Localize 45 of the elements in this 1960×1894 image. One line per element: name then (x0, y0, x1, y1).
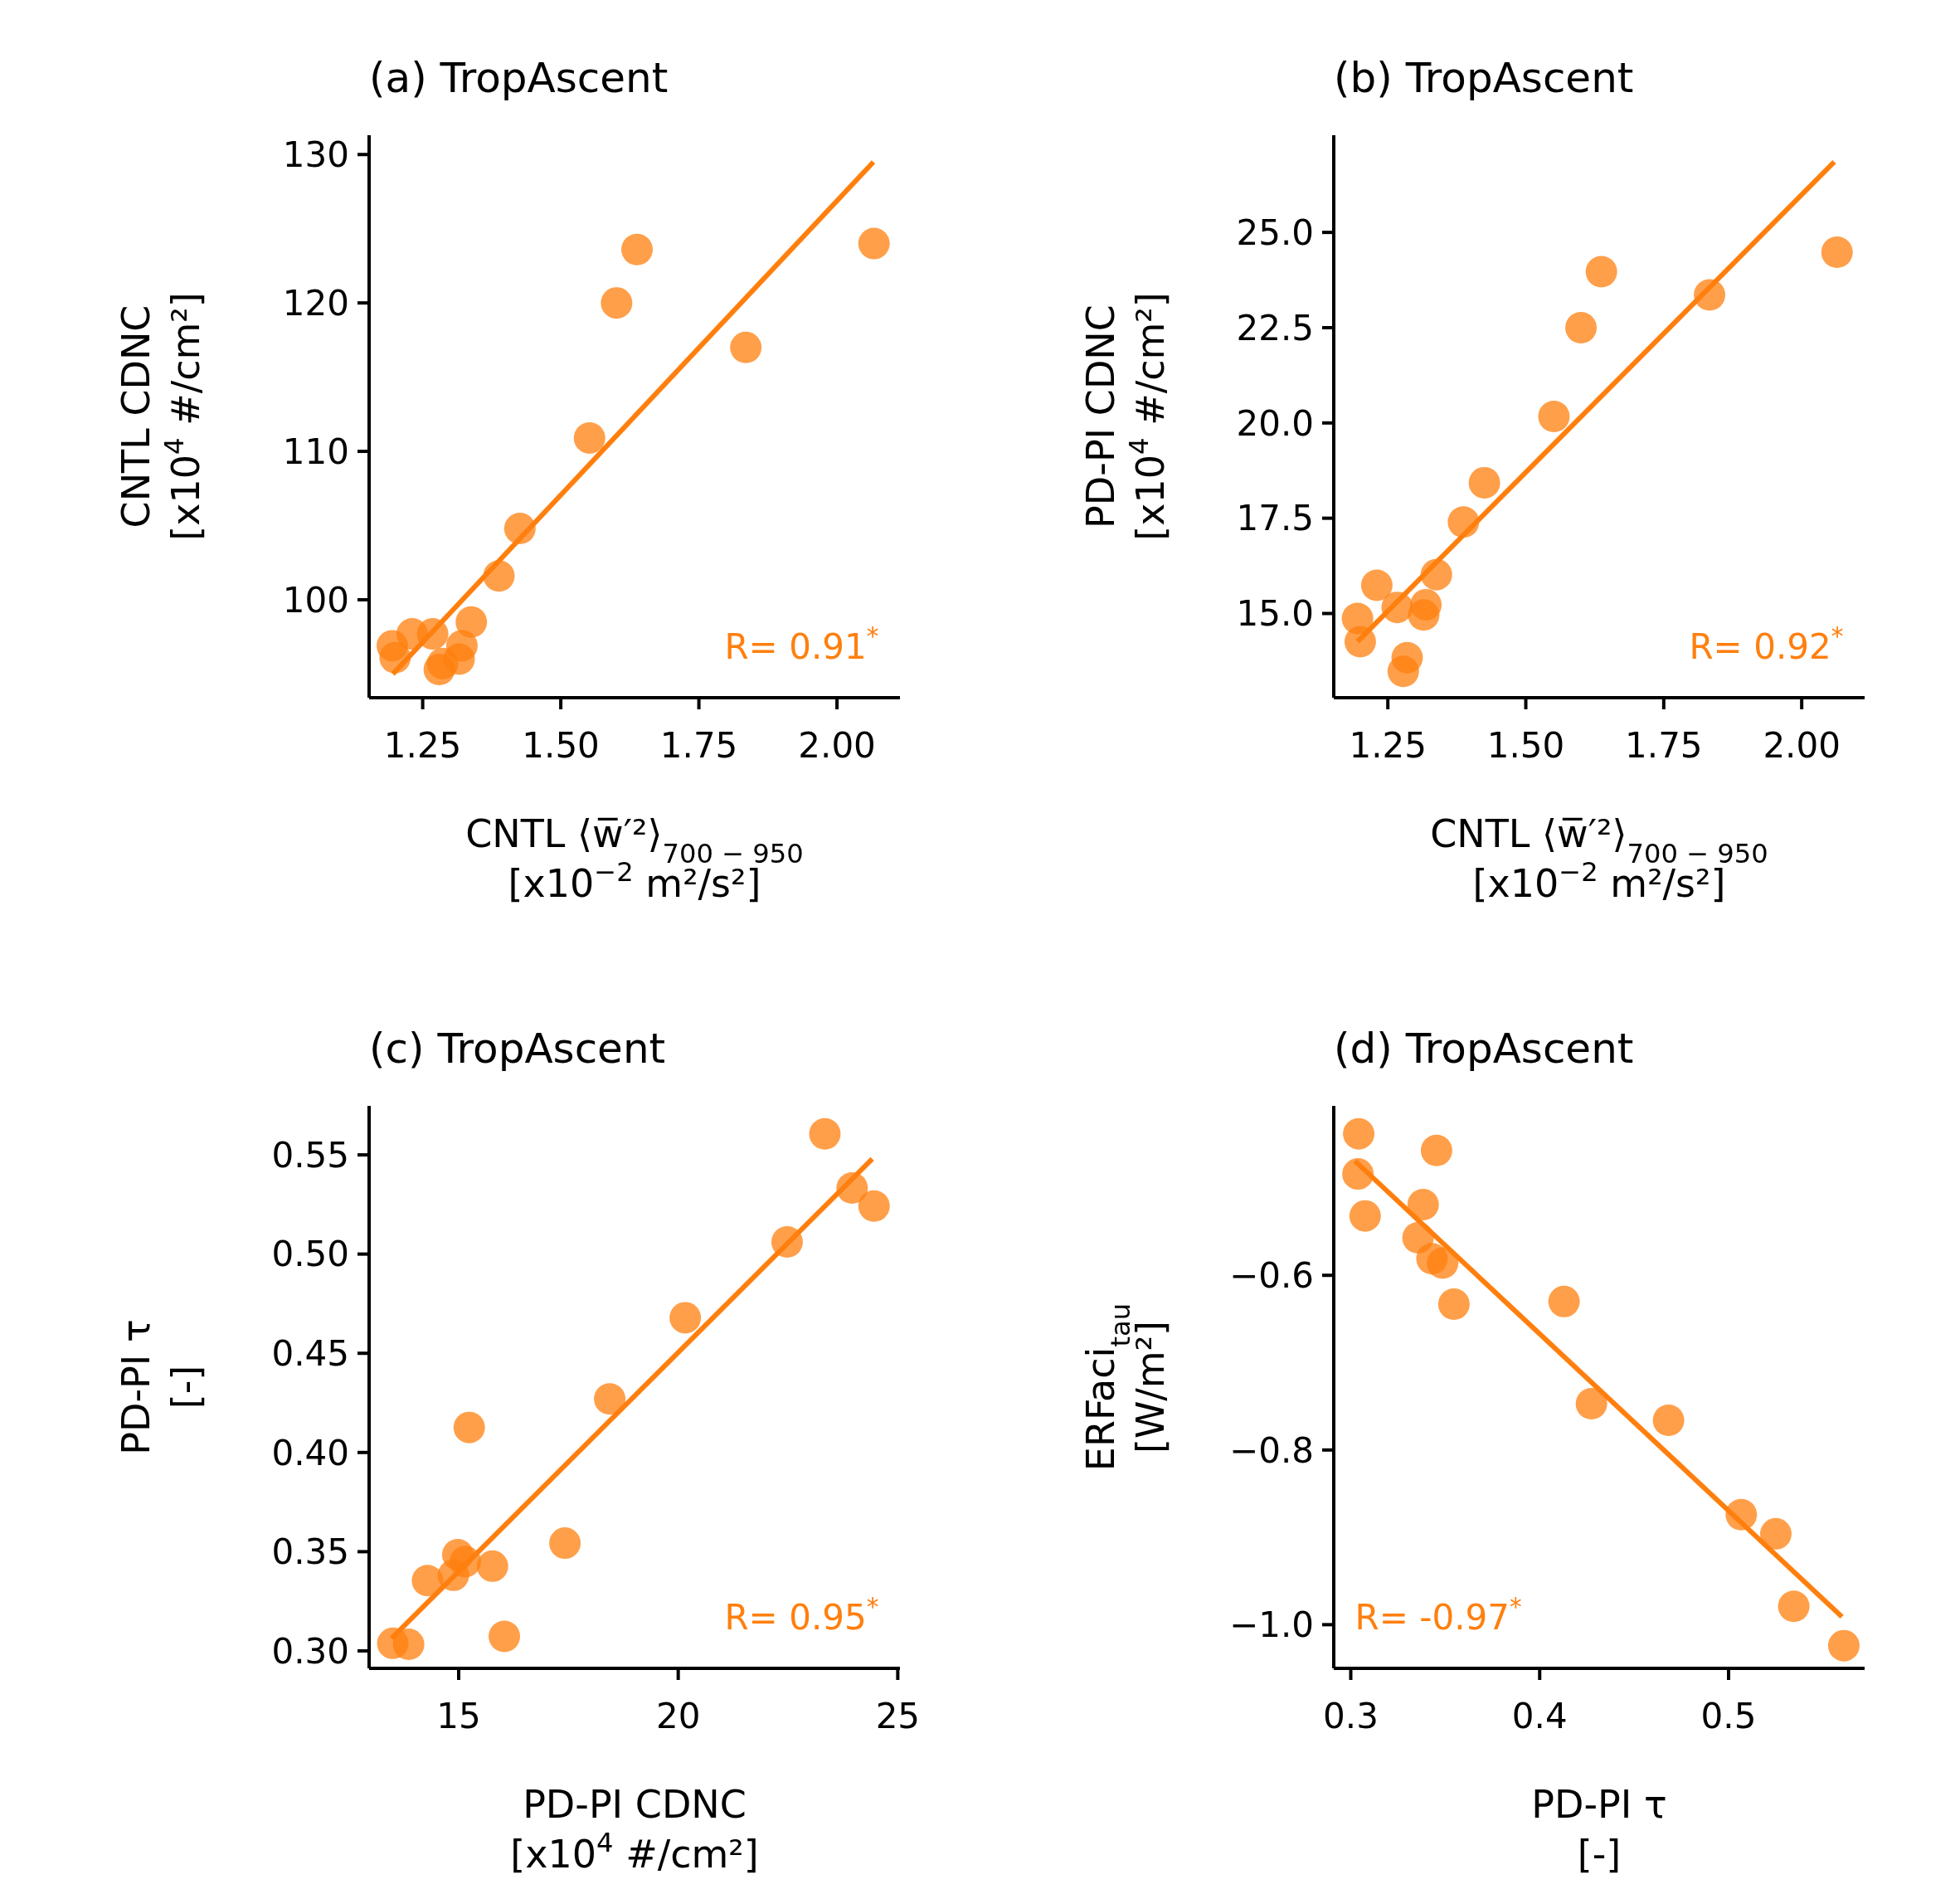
x-tick-label: 1.25 (1349, 725, 1427, 766)
y-tick-label: 0.40 (271, 1432, 349, 1473)
x-tick-label: 0.4 (1511, 1696, 1568, 1736)
x-tick-label: 0.3 (1323, 1696, 1379, 1736)
y-tick-label: 100 (282, 579, 349, 621)
x-tick-label: 25 (875, 1696, 921, 1736)
y-tick-label: 110 (282, 431, 349, 472)
y-tick-label: 130 (282, 134, 349, 175)
y-tick-label: −1.0 (1229, 1604, 1314, 1646)
y-tick-label: 0.30 (271, 1630, 349, 1672)
annotation: R= -0.97$^{*}$ (1354, 1592, 1522, 1638)
x-tick-label: 1.75 (659, 725, 738, 766)
y-tick-label: 0.55 (271, 1134, 349, 1176)
y-tick-label: 25.0 (1236, 212, 1314, 253)
y-tick-label: 15.0 (1236, 593, 1314, 635)
y-tick-label: 0.50 (271, 1234, 349, 1275)
annotation: R= 0.95$^{*}$ (724, 1592, 879, 1638)
x-tick-label: 1.50 (1486, 725, 1565, 766)
x-tick-label: 20 (655, 1696, 701, 1736)
y-tick-label: 0.45 (271, 1332, 349, 1374)
x-tick-label: 1.50 (522, 725, 600, 766)
x-axis-title: PD-PI CDNC [x10$^{4}$ #/cm²] (510, 1782, 759, 1877)
y-tick-label: 0.35 (271, 1531, 349, 1573)
x-tick-label: 2.00 (1763, 725, 1841, 766)
x-tick-label: 1.75 (1625, 725, 1703, 766)
chart-title: (d) TropAscent (1334, 1025, 1634, 1073)
x-axis-title: PD-PI τ [-] (1531, 1782, 1667, 1877)
chart-title: (a) TropAscent (369, 54, 669, 102)
text: CNTL ⟨w̅′²⟩$_{700 − 950}$ [x10$^{−2}$ m²/s²] (465, 811, 804, 906)
y-tick-label: −0.8 (1229, 1429, 1314, 1471)
annotation: R= 0.91$^{*}$ (724, 621, 879, 667)
x-tick-label: 0.5 (1700, 1696, 1757, 1736)
text: CNTL ⟨w̅′²⟩$_{700 − 950}$ [x10$^{−2}$ m²/s²] (1430, 811, 1768, 906)
x-tick-label: 1.25 (383, 725, 462, 766)
y-tick-label: 120 (282, 282, 349, 324)
annotation: R= 0.92$^{*}$ (1689, 621, 1844, 667)
chart-title: (c) TropAscent (369, 1025, 666, 1073)
y-tick-label: −0.6 (1229, 1254, 1314, 1296)
chart-title: (b) TropAscent (1334, 54, 1634, 102)
y-tick-label: 17.5 (1236, 498, 1314, 539)
y-tick-label: 20.0 (1236, 402, 1314, 444)
x-tick-label: 15 (436, 1696, 481, 1736)
y-tick-label: 22.5 (1236, 307, 1314, 348)
x-tick-label: 2.00 (798, 725, 876, 766)
y-axis-title: PD-PI τ [-] (114, 1319, 208, 1455)
